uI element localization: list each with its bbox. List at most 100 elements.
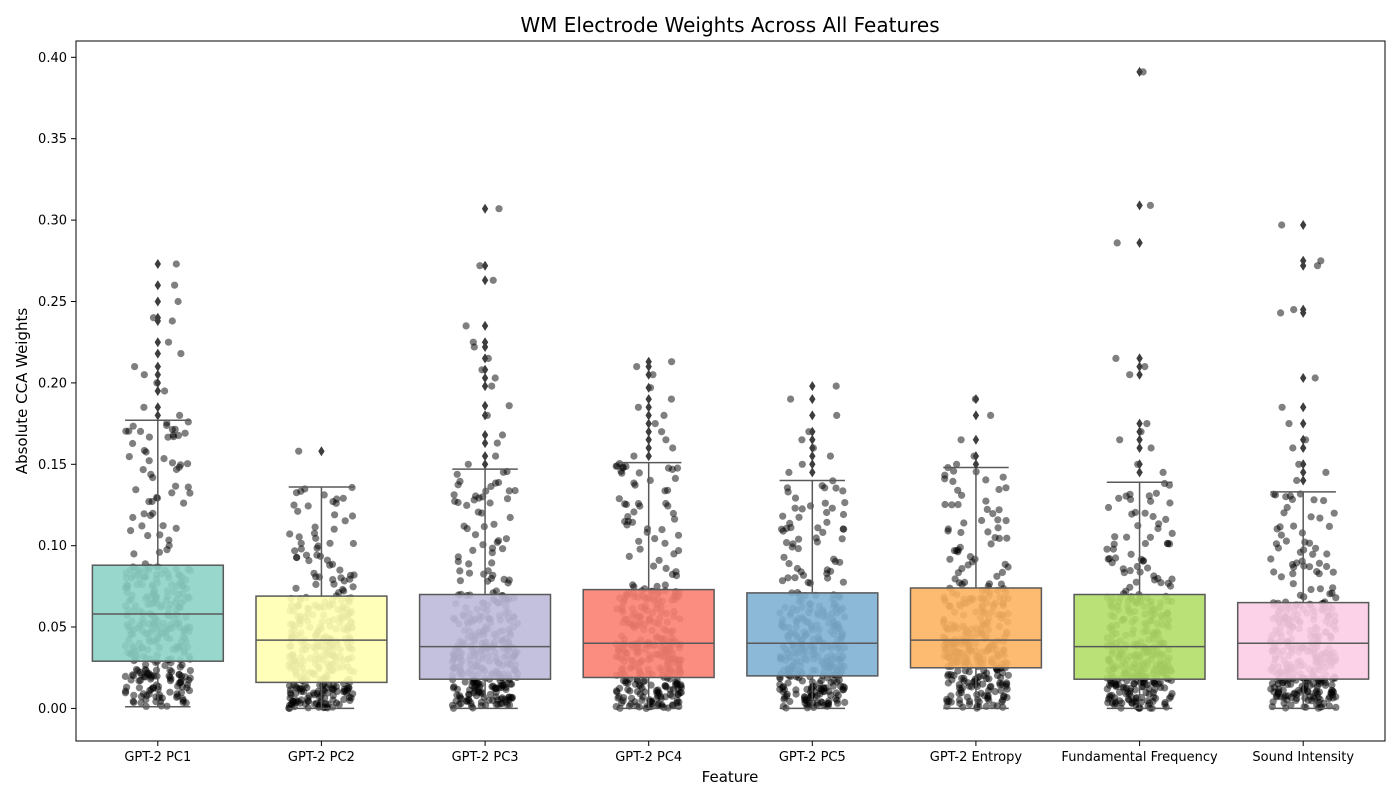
strip-point [335, 701, 343, 709]
strip-point [965, 700, 974, 708]
strip-point [987, 682, 995, 691]
strip-point [955, 690, 963, 698]
outlier-marker [154, 386, 162, 396]
y-tick-label: 0.20 [38, 376, 67, 391]
strip-point [620, 677, 628, 685]
strip-point [1138, 683, 1146, 691]
strip-point [505, 402, 513, 410]
strip-point [145, 498, 153, 506]
strip-point [1132, 578, 1140, 586]
box-body [909, 587, 1043, 669]
strip-point [1151, 685, 1159, 694]
strip-point [779, 527, 787, 535]
strip-point [454, 557, 462, 566]
strip-point [184, 418, 192, 426]
strip-point [795, 513, 803, 521]
strip-point [345, 693, 353, 702]
strip-point [646, 696, 654, 704]
strip-point [163, 419, 171, 427]
strip-point [998, 568, 1007, 577]
strip-point [1002, 484, 1010, 492]
strip-point [1282, 493, 1290, 501]
strip-point [638, 684, 646, 692]
strip-point [999, 703, 1007, 711]
outlier-marker [1136, 361, 1143, 372]
strip-point [619, 464, 627, 472]
strip-point [634, 403, 643, 411]
y-tick-label: 0.30 [38, 214, 67, 229]
outlier-marker [1299, 475, 1307, 486]
outlier-marker [154, 377, 162, 388]
outlier-marker [481, 275, 489, 286]
strip-point [145, 433, 153, 441]
strip-point [985, 675, 993, 683]
strip-point [791, 574, 799, 582]
outlier-marker [481, 203, 489, 214]
outlier-marker [809, 451, 816, 462]
strip-point [955, 684, 964, 692]
y-tick-label: 0.35 [38, 132, 67, 147]
strip-point [649, 371, 657, 379]
strip-point [949, 477, 957, 485]
outlier-marker [972, 434, 980, 445]
strip-point [1145, 699, 1154, 707]
strip-point [1270, 568, 1278, 576]
x-tick-label: GPT-2 PC5 [779, 750, 846, 765]
strip-point [166, 673, 174, 681]
outlier-marker [972, 459, 980, 470]
strip-point [1111, 694, 1119, 702]
strip-point [950, 467, 958, 475]
outlier-marker [645, 382, 652, 393]
x-tick-label: GPT-2 Entropy [930, 750, 1023, 765]
strip-point [956, 543, 964, 552]
strip-point [470, 496, 478, 504]
strip-point [966, 553, 975, 561]
strip-point [487, 482, 495, 491]
strip-point [300, 688, 308, 696]
strip-point [1316, 514, 1324, 522]
strip-point [1142, 689, 1150, 697]
x-axis: GPT-2 PC1 GPT-2 PC2 GPT-2 PC3 GPT-2 PC4 GPT-… [124, 741, 1354, 765]
strip-point [1157, 579, 1165, 587]
y-axis-label: Absolute CCA Weights [13, 308, 31, 475]
strip-point [1104, 503, 1113, 512]
strip-point [184, 460, 192, 468]
strip-point [336, 566, 344, 574]
strip-point [779, 683, 788, 691]
strip-point [670, 550, 678, 558]
strip-point [152, 681, 160, 689]
outlier-marker [809, 381, 816, 392]
strip-point [500, 681, 508, 689]
strip-point [1113, 239, 1121, 247]
strip-point [1122, 587, 1130, 595]
outlier-marker [645, 369, 652, 380]
strip-point [785, 560, 793, 568]
outlier-marker [809, 434, 816, 445]
strip-point [1003, 685, 1011, 693]
outlier-marker [809, 426, 816, 437]
strip-point [821, 484, 829, 492]
strip-point [835, 676, 843, 684]
strip-point [1310, 680, 1318, 688]
strip-point [661, 581, 669, 589]
outlier-marker [154, 259, 162, 269]
strip-point [462, 322, 470, 330]
x-axis-label: Feature [702, 768, 759, 786]
strip-point [1272, 540, 1280, 548]
strip-point [142, 661, 150, 669]
strip-point [155, 548, 163, 556]
strip-point [1288, 560, 1297, 569]
strip-point [511, 487, 519, 495]
strip-point [947, 692, 955, 700]
strip-point [630, 479, 638, 487]
strip-point [941, 500, 949, 509]
strip-point [964, 561, 972, 569]
strip-point [944, 525, 952, 533]
outlier-marker [1299, 373, 1307, 383]
strip-point [798, 677, 807, 685]
strip-point [492, 700, 500, 709]
strip-point [1165, 481, 1173, 489]
strip-point [1150, 572, 1158, 580]
strip-point [465, 569, 474, 577]
strip-point [1147, 497, 1155, 505]
